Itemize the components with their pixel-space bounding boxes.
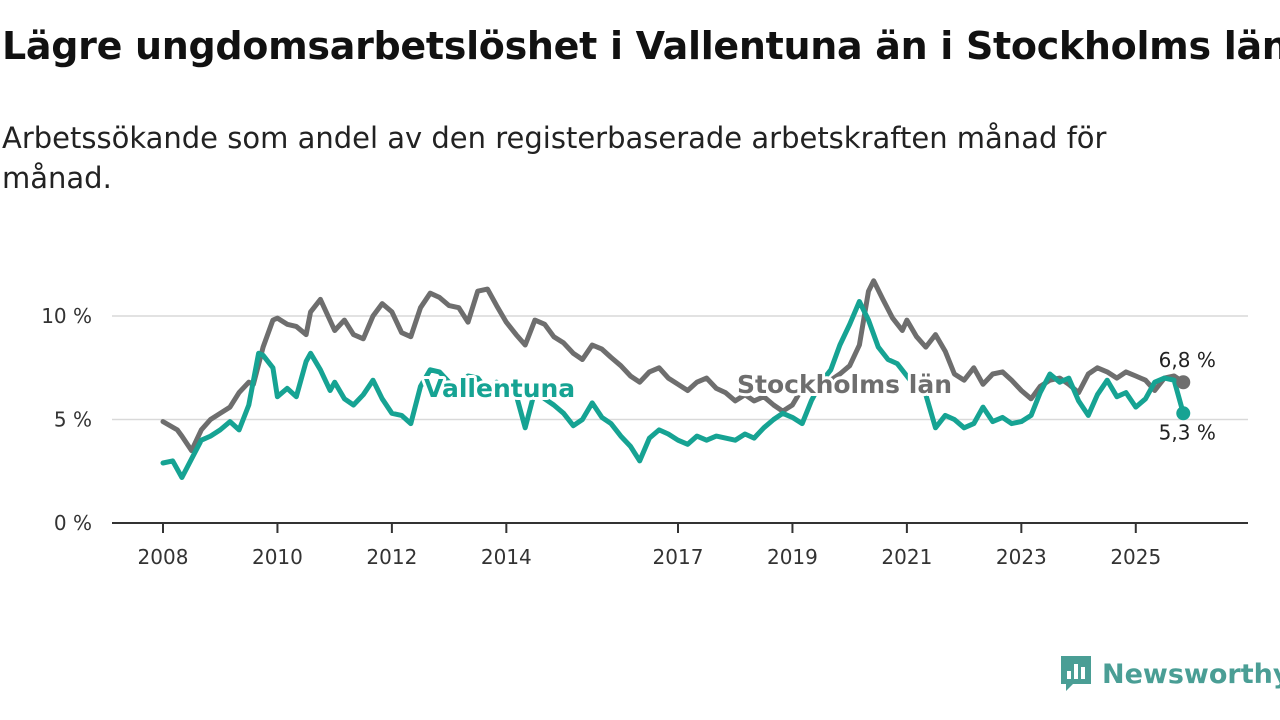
newsworthy-logo-icon: [1061, 656, 1091, 691]
series-lines: [160, 278, 1186, 480]
x-tick-label: 2010: [252, 545, 303, 569]
y-tick-label: 10 %: [41, 304, 92, 328]
x-axis-ticks: 2008 2010 2012 2014 2017 2019 2021 2023 2025: [138, 523, 1161, 569]
end-markers: 6,8 % 5,3 %: [1156, 346, 1218, 447]
y-axis-ticks: 0 % 5 % 10 %: [41, 304, 92, 535]
x-tick-label: 2014: [481, 545, 532, 569]
end-dot-vallentuna: [1176, 406, 1191, 421]
x-tick-label: 2012: [366, 545, 417, 569]
end-value-vallentuna: 5,3 %: [1159, 420, 1216, 444]
x-tick-label: 2025: [1110, 545, 1161, 569]
gridlines: [112, 315, 1248, 421]
x-tick-label: 2021: [881, 545, 932, 569]
y-tick-label: 5 %: [54, 408, 92, 432]
x-tick-label: 2023: [996, 545, 1047, 569]
series-line-vallentuna: [160, 299, 1186, 480]
newsworthy-logo-text: Newsworthy: [1102, 658, 1280, 690]
series-labels: Vallentuna Stockholms län: [421, 367, 955, 406]
y-tick-label: 0 %: [54, 511, 92, 535]
end-dot-stockholms-lan: [1176, 375, 1191, 390]
x-tick-label: 2019: [767, 545, 818, 569]
series-line-stockholms-lan: [160, 278, 1186, 454]
chart-subtitle: Arbetssökande som andel av den registerb…: [2, 121, 1107, 195]
chart-title: Lägre ungdomsarbetslöshet i Vallentuna ä…: [2, 24, 1280, 68]
series-label-vallentuna: Vallentuna: [424, 374, 575, 403]
x-tick-label: 2008: [138, 545, 189, 569]
x-tick-label: 2017: [653, 545, 704, 569]
end-value-stockholms-lan: 6,8 %: [1159, 348, 1216, 372]
series-label-stockholms-lan: Stockholms län: [737, 370, 952, 399]
newsworthy-logo: Newsworthy: [1058, 654, 1280, 694]
